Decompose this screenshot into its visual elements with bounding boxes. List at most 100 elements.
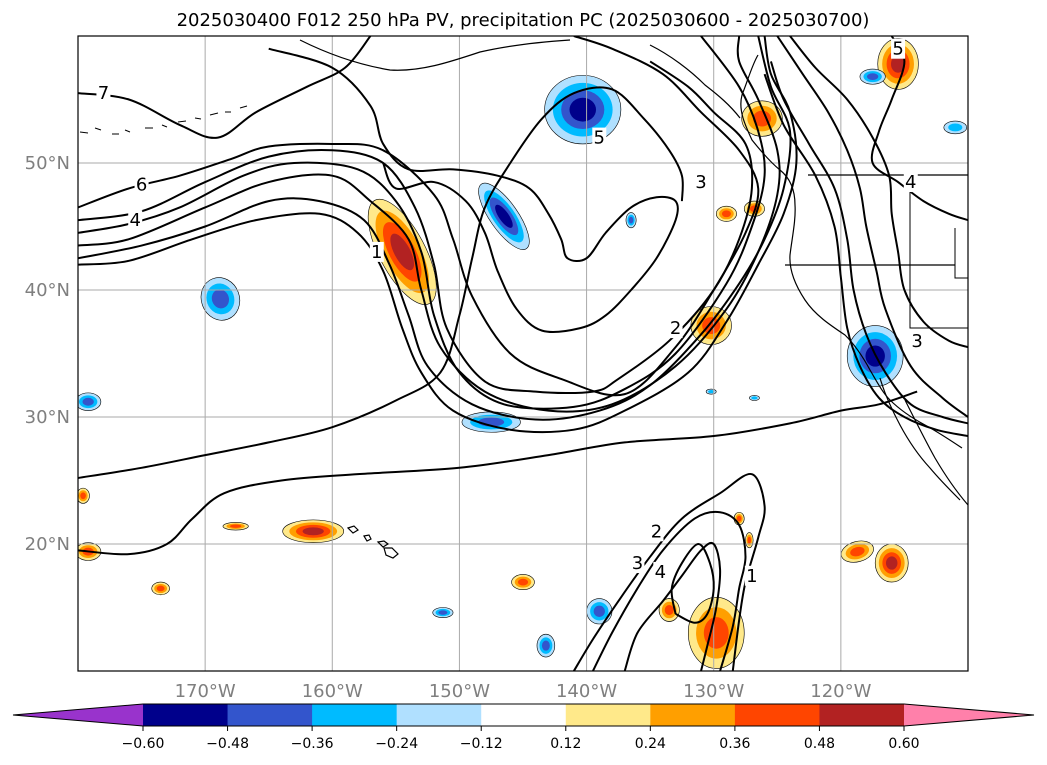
pv-contour-label-4: 4 [655, 562, 666, 583]
precip-blob-25-band-2 [593, 605, 605, 617]
colorbar-tick-label: 0.48 [804, 736, 835, 752]
precip-blob-22 [200, 277, 241, 321]
precip-blob-14-band-2 [736, 515, 742, 522]
pv-contour-1-18 [763, 73, 968, 438]
precip-blob-1-band-2 [702, 317, 721, 335]
colorbar-segment-5 [565, 704, 651, 726]
precip-blob-29 [625, 212, 637, 229]
pv-contour-label-bg [694, 172, 708, 193]
aleutian-islands [79, 105, 248, 135]
precip-blob-15-band-3 [890, 55, 906, 73]
precip-blob-11-band-3 [885, 556, 898, 570]
precip-blob-15 [877, 38, 919, 90]
colorbar: −0.60 −0.48 −0.36 −0.24 −0.12 0.12 0.24 0.36 0.4… [12, 703, 1035, 752]
precip-blob-4 [282, 519, 345, 544]
pv-contour-label-bg [96, 83, 111, 104]
chart-title: 2025030400 F012 250 hPa PV, precipitatio… [177, 10, 870, 31]
north-america-coastline [740, 54, 963, 449]
pv-contour-label-bg [134, 174, 149, 195]
pv-contour-7-0 [78, 36, 372, 139]
colorbar-tick-label: 0.24 [635, 736, 666, 752]
precip-blob-24 [78, 392, 102, 411]
latitude-tick-labels: 20°N 30°N 40°N 50°N [25, 153, 70, 555]
pv-contour-label-2: 2 [670, 318, 681, 339]
colorbar-tick-label: 0.36 [719, 736, 750, 752]
precip-blob-4-band-3 [302, 527, 324, 536]
colorbar-tick-label: −0.12 [460, 736, 503, 752]
colorbar-segment-1 [227, 704, 313, 726]
precip-blob-30-band-1 [948, 123, 963, 132]
precip-blob-17-band-2 [721, 210, 731, 218]
precip-blob-5 [151, 581, 170, 596]
lon-tick-label: 170°W [175, 681, 236, 702]
hawaii-islands [346, 525, 399, 559]
precip-blob-28 [859, 68, 886, 85]
pv-contour-2-11 [592, 510, 747, 671]
pv-contour-label-bg [649, 521, 664, 542]
colorbar-tick-label: −0.48 [206, 736, 249, 752]
lat-tick-label: 20°N [25, 534, 70, 555]
state-border-east [909, 175, 968, 329]
precip-blob-27-band-2 [438, 610, 448, 615]
pv-contour-5-8 [78, 86, 684, 479]
pv-contour-label-bg [744, 565, 759, 586]
pv-contour-3-16 [776, 36, 968, 418]
precip-blob-8-band-2 [80, 492, 86, 500]
precip-blob-6-band-2 [517, 578, 529, 586]
lon-tick-label: 120°W [810, 681, 871, 702]
pv-contour-label-3: 3 [632, 553, 643, 574]
pv-contour-4-3 [78, 36, 766, 410]
precip-blob-9-band-2 [230, 524, 242, 528]
pv-contour-label-5: 5 [892, 39, 903, 60]
lon-tick-label: 150°W [429, 681, 490, 702]
precip-blob-19 [544, 75, 622, 145]
pv-contour-6-7 [268, 47, 679, 333]
pv-contour-5-2 [78, 60, 754, 395]
precip-blob-17 [715, 205, 737, 222]
colorbar-extend-low [13, 704, 143, 726]
alaska-panhandle-coastline [649, 44, 741, 119]
pv-contour-label-bg [891, 38, 906, 59]
colorbar-segment-8 [819, 704, 905, 726]
pv-contour-1-6 [78, 36, 798, 434]
precip-blob-13 [745, 532, 754, 549]
pv-contour-3-12 [623, 541, 722, 671]
precip-blob-10 [840, 540, 874, 563]
pv-contour-label-bg [668, 318, 683, 339]
lat-tick-label: 30°N [25, 407, 70, 428]
precip-blob-10-band-2 [850, 546, 865, 557]
precip-blob-28-band-2 [866, 73, 879, 81]
pv-contour-label-3: 3 [695, 172, 706, 193]
pv-contour-label-2: 2 [651, 521, 662, 542]
map-frame [77, 35, 969, 672]
pv-contour-1-10 [572, 473, 766, 671]
precip-blob-16-band-2 [752, 110, 772, 127]
pv-contour-label-4: 4 [129, 210, 140, 231]
pv-contour-label-1: 1 [746, 566, 757, 587]
pv-contour-4-13 [670, 542, 715, 624]
precip-blob-13-band-2 [747, 536, 752, 544]
pv-contour-2-17 [769, 61, 968, 425]
precip-blob-0-band-3 [390, 233, 415, 271]
precip-blob-9 [222, 522, 249, 531]
colorbar-segment-7 [734, 704, 820, 726]
pv-contour-label-bg [369, 241, 384, 262]
precip-blob-29-band-2 [628, 216, 634, 224]
precip-blob-12-band-2 [664, 604, 674, 616]
pv-contour-2-5 [78, 36, 792, 421]
pv-contour-label-bg [630, 553, 645, 574]
colorbar-extend-high [904, 704, 1034, 726]
precip-blob-6 [511, 574, 535, 591]
precip-blob-25 [586, 598, 613, 625]
precip-blob-2 [687, 597, 745, 669]
pv-contour-label-4: 4 [905, 172, 916, 193]
pv-contour-5-9 [78, 390, 918, 556]
colorbar-tick-label: −0.24 [375, 736, 418, 752]
pv-contour-6-1 [78, 36, 760, 397]
colorbar-tick-label: −0.36 [291, 736, 334, 752]
precip-blob-32-band-1 [751, 396, 758, 400]
colorbar-segment-2 [312, 704, 398, 726]
